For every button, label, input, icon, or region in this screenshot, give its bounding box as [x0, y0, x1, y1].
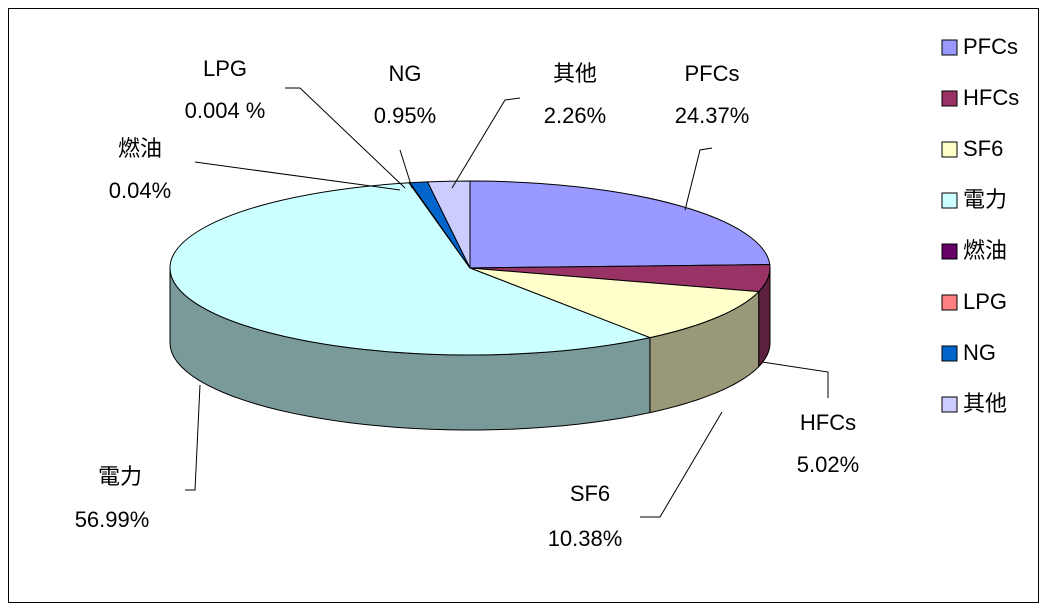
legend-label: 電力: [963, 187, 1007, 212]
leader-line: [399, 149, 413, 189]
legend-label: NG: [963, 340, 996, 365]
leader-line: [185, 384, 201, 491]
legend-swatch: [941, 396, 958, 413]
leader-line: [761, 361, 829, 398]
legend-swatch: [941, 294, 958, 311]
slice: [469, 267, 760, 339]
leader-line: [451, 97, 521, 189]
leader-line: [640, 411, 723, 518]
slice: [469, 180, 771, 269]
data-label-value: 2.26%: [544, 103, 606, 128]
leader-line: [285, 87, 406, 189]
data-label-name: 燃油: [118, 136, 162, 161]
legend-label: HFCs: [963, 85, 1019, 110]
legend-swatch: [941, 90, 958, 107]
data-label-name: HFCs: [800, 410, 856, 435]
data-label-name: 其他: [553, 61, 597, 86]
slice: [169, 182, 652, 356]
legend-swatch: [941, 39, 958, 56]
data-label-value: 0.95%: [374, 103, 436, 128]
data-label-name: NG: [389, 61, 422, 86]
legend-swatch: [941, 141, 958, 158]
legend-swatch: [941, 345, 958, 362]
legend-label: SF6: [963, 136, 1003, 161]
data-label-name: SF6: [570, 481, 610, 506]
data-label-value: 10.38%: [548, 526, 623, 551]
leader-line: [194, 161, 401, 191]
data-label-value: 56.99%: [75, 507, 150, 532]
legend-swatch: [941, 192, 958, 209]
data-label-name: PFCs: [685, 61, 740, 86]
legend-label: PFCs: [963, 34, 1018, 59]
legend-swatch: [941, 243, 958, 260]
data-label-value: 0.004 %: [185, 98, 266, 123]
data-label-value: 24.37%: [675, 103, 750, 128]
legend-label: 燃油: [963, 238, 1007, 263]
data-label-name: 電力: [98, 464, 142, 489]
data-label-value: 0.04%: [109, 178, 171, 203]
data-label-value: 5.02%: [797, 452, 859, 477]
legend-label: 其他: [963, 391, 1007, 416]
slice: [426, 180, 471, 269]
leader-line: [684, 147, 713, 211]
legend-label: LPG: [963, 289, 1007, 314]
data-label-name: LPG: [203, 56, 247, 81]
